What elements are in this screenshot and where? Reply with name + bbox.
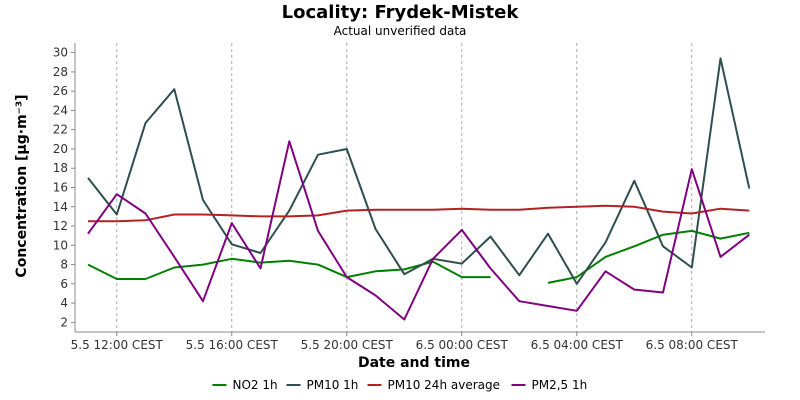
series-line (87, 57, 751, 285)
legend-item: PM10 1h (286, 378, 359, 392)
y-tick-label: 18 (53, 161, 68, 175)
y-tick-label: 16 (53, 181, 68, 195)
legend-label: PM2,5 1h (532, 378, 588, 392)
y-tick-label: 30 (53, 46, 68, 60)
series-line (87, 140, 750, 321)
series-pm10-1h (87, 57, 751, 285)
legend-label: NO2 1h (233, 378, 278, 392)
y-axis-label: Concentration [µg·m⁻³] (14, 94, 30, 277)
y-tick-label: 24 (53, 103, 68, 117)
y-tick-label: 2 (60, 315, 68, 329)
x-tick-label: 6.5 04:00 CEST (531, 338, 624, 352)
legend-label: PM10 1h (307, 378, 359, 392)
plot-background (75, 43, 765, 332)
x-axis-label: Date and time (358, 355, 470, 371)
y-tick-label: 8 (60, 258, 68, 272)
legend-item: PM2,5 1h (511, 378, 588, 392)
x-tick-label: 6.5 08:00 CEST (646, 338, 739, 352)
series-pm10-24h-average (88, 204, 750, 223)
x-tick-label: 5.5 12:00 CEST (71, 338, 164, 352)
series-line (88, 204, 750, 223)
chart-subtitle: Actual unverified data (334, 24, 467, 38)
legend-item: NO2 1h (212, 378, 278, 392)
legend-item: PM10 24h average (367, 378, 501, 392)
y-tick-label: 12 (53, 219, 68, 233)
y-tick-label: 26 (53, 84, 68, 98)
y-tick-label: 22 (53, 123, 68, 137)
series-pm2-5-1h (87, 140, 750, 321)
x-tick-label: 5.5 16:00 CEST (186, 338, 279, 352)
x-tick-label: 6.5 00:00 CEST (416, 338, 509, 352)
x-tick-label: 5.5 20:00 CEST (301, 338, 394, 352)
y-tick-label: 20 (53, 142, 68, 156)
y-tick-label: 28 (53, 65, 68, 79)
y-tick-label: 4 (60, 296, 68, 310)
legend: NO2 1h PM10 1h PM10 24h average PM2,5 1h (212, 378, 588, 392)
legend-label: PM10 24h average (388, 378, 501, 392)
chart-title: Locality: Frydek-Mistek (282, 2, 520, 23)
y-tick-label: 10 (53, 238, 68, 252)
y-tick-label: 14 (53, 200, 68, 214)
y-tick-label: 6 (60, 277, 68, 291)
